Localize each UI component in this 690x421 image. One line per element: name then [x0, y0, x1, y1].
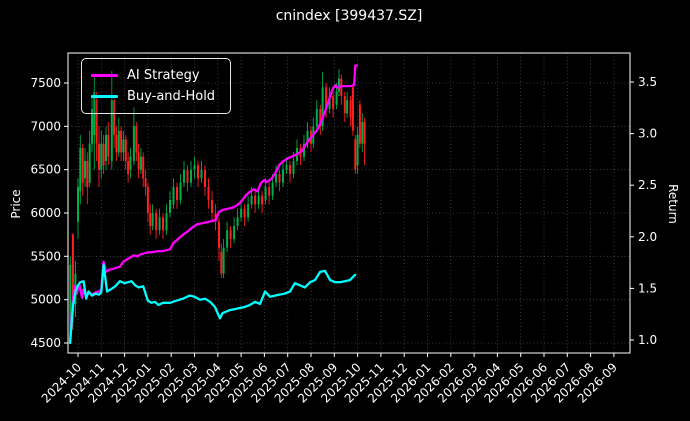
legend: AI Strategy Buy-and-Hold [81, 58, 231, 114]
svg-text:3.0: 3.0 [638, 127, 657, 141]
svg-text:3.5: 3.5 [638, 75, 657, 89]
y-axis-left: 4500 5000 5500 6000 6500 7000 7500 [30, 76, 68, 350]
svg-text:6500: 6500 [30, 163, 61, 177]
svg-text:1.0: 1.0 [638, 333, 657, 347]
y-axis-right: 1.0 1.5 2.0 2.5 3.0 3.5 [630, 75, 657, 347]
svg-text:4500: 4500 [30, 336, 61, 350]
svg-text:5000: 5000 [30, 293, 61, 307]
ai-strategy-line-swatch [91, 74, 118, 77]
svg-text:5500: 5500 [30, 249, 61, 263]
grid-layer [68, 53, 630, 353]
svg-text:6000: 6000 [30, 206, 61, 220]
plot-border [67, 52, 631, 354]
chart-title: cnindex [399437.SZ] [275, 8, 423, 24]
svg-text:2.5: 2.5 [638, 178, 657, 192]
legend-label-buy-and-hold: Buy-and-Hold [127, 89, 216, 104]
legend-item-ai-strategy: AI Strategy [91, 65, 220, 86]
x-axis: 2024-102024-112024-122025-012025-022025-… [39, 353, 620, 406]
ai-strategy-line [68, 64, 359, 344]
buy-and-hold-line-swatch [91, 95, 118, 98]
svg-text:7000: 7000 [30, 119, 61, 133]
legend-label-ai-strategy: AI Strategy [127, 68, 200, 83]
y-axis-label-return: Return [666, 184, 680, 224]
svg-text:1.5: 1.5 [638, 281, 657, 295]
buy-and-hold-line [68, 263, 357, 345]
svg-text:2.0: 2.0 [638, 230, 657, 244]
svg-text:7500: 7500 [30, 76, 61, 90]
y-axis-label-price: Price [9, 189, 23, 219]
legend-item-buy-and-hold: Buy-and-Hold [91, 86, 220, 107]
